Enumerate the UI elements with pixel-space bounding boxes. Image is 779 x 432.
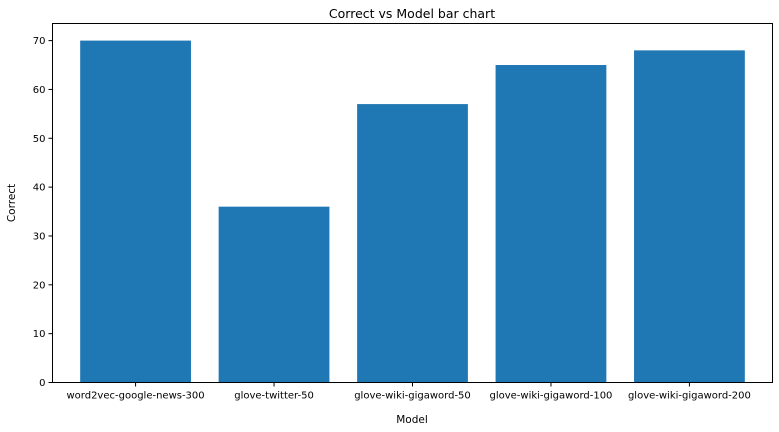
x-tick-label: glove-twitter-50 — [234, 391, 314, 402]
bars-group — [80, 40, 745, 383]
x-tick-label: glove-wiki-gigaword-50 — [354, 391, 471, 402]
y-tick-label: 40 — [33, 183, 46, 194]
chart-title: Correct vs Model bar chart — [329, 6, 495, 21]
x-tick-label: glove-wiki-gigaword-100 — [489, 391, 612, 402]
bar-glove-wiki-gigaword-100 — [495, 65, 607, 383]
y-tick-label: 60 — [33, 85, 46, 96]
y-axis-ticks: 0 10 20 30 40 50 60 70 — [33, 36, 53, 389]
bar-glove-wiki-gigaword-50 — [357, 104, 468, 383]
x-tick-label: word2vec-google-news-300 — [66, 391, 204, 402]
plot-frame — [52, 23, 773, 383]
bar-glove-wiki-gigaword-200 — [634, 50, 745, 383]
x-tick-label: glove-wiki-gigaword-200 — [628, 391, 751, 402]
y-tick-label: 70 — [33, 36, 46, 47]
y-tick-label: 0 — [39, 378, 45, 389]
y-axis-label: Correct — [6, 184, 18, 222]
y-tick-label: 10 — [33, 329, 46, 340]
bar-word2vec-google-news-300 — [80, 40, 191, 383]
y-tick-label: 20 — [33, 280, 46, 291]
y-tick-label: 50 — [33, 134, 46, 145]
y-tick-label: 30 — [33, 231, 46, 242]
x-axis-ticks: word2vec-google-news-300 glove-twitter-50… — [66, 382, 751, 402]
bar-glove-twitter-50 — [218, 206, 330, 383]
x-axis-label: Model — [396, 414, 428, 426]
